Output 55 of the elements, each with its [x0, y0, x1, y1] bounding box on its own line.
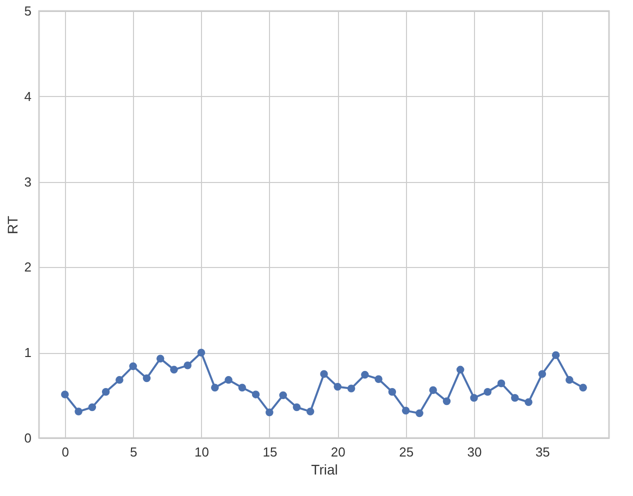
point	[306, 408, 314, 416]
x-tick-label: 30	[467, 444, 482, 460]
point	[416, 409, 424, 418]
y-axis-title: RT	[4, 215, 20, 234]
y-tick-label: 2	[24, 260, 32, 275]
point	[184, 362, 192, 370]
y-tick-label: 0	[24, 430, 32, 446]
point	[116, 376, 124, 384]
y-tick-label: 4	[24, 88, 32, 104]
point	[197, 348, 206, 356]
point	[511, 394, 519, 402]
point	[266, 408, 274, 416]
point	[429, 386, 437, 394]
point	[579, 384, 587, 392]
y-tick-label: 1	[24, 345, 32, 360]
point	[279, 391, 287, 400]
x-tick-label: 10	[194, 444, 210, 460]
point	[402, 406, 410, 415]
point	[442, 397, 451, 406]
point	[484, 388, 492, 396]
point	[320, 370, 328, 378]
point	[552, 351, 560, 360]
point	[211, 384, 219, 392]
x-tick-label: 0	[62, 444, 70, 460]
x-tick-label: 35	[535, 444, 550, 460]
point	[129, 362, 137, 370]
x-tick-label: 15	[262, 444, 278, 460]
y-tick-label: 3	[24, 174, 32, 190]
point	[74, 408, 82, 416]
point	[497, 379, 506, 388]
x-tick-label: 20	[330, 444, 346, 460]
point	[566, 376, 574, 384]
point	[524, 398, 532, 406]
point	[156, 354, 164, 362]
point	[292, 403, 301, 412]
x-axis-title: Trial	[311, 462, 338, 478]
point	[361, 370, 369, 379]
point	[224, 376, 232, 384]
x-tick-label: 5	[130, 444, 138, 460]
point	[347, 384, 356, 392]
point	[252, 390, 260, 398]
point	[170, 366, 178, 374]
point	[61, 390, 69, 398]
x-tick-label: 25	[399, 444, 414, 460]
point	[388, 388, 396, 396]
point	[88, 403, 96, 412]
point	[456, 366, 464, 374]
point	[142, 374, 151, 382]
point	[334, 382, 342, 391]
point	[374, 375, 382, 383]
point	[238, 384, 246, 392]
point	[538, 370, 546, 378]
point	[102, 388, 110, 396]
y-tick-label: 5	[24, 4, 32, 18]
point	[470, 394, 478, 402]
